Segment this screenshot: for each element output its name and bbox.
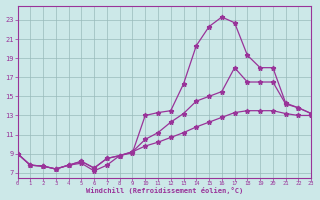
X-axis label: Windchill (Refroidissement éolien,°C): Windchill (Refroidissement éolien,°C)	[86, 187, 243, 194]
